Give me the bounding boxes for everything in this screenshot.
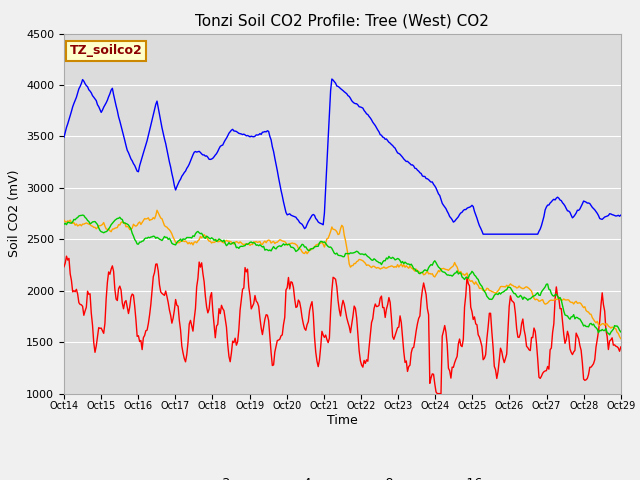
Y-axis label: Soil CO2 (mV): Soil CO2 (mV): [8, 170, 20, 257]
X-axis label: Time: Time: [327, 414, 358, 427]
Title: Tonzi Soil CO2 Profile: Tree (West) CO2: Tonzi Soil CO2 Profile: Tree (West) CO2: [195, 13, 490, 28]
Legend: -2cm, -4cm, -8cm, -16cm: -2cm, -4cm, -8cm, -16cm: [178, 472, 507, 480]
Text: TZ_soilco2: TZ_soilco2: [70, 44, 142, 58]
